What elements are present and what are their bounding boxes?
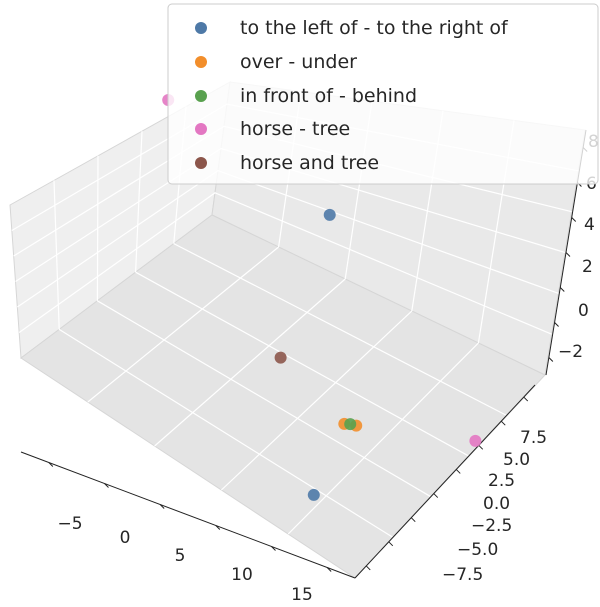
x-tick-label: 10 [231,565,253,585]
tick-mark [326,567,332,572]
tick-mark [478,444,484,450]
grid-line [135,271,470,457]
tick-mark [500,420,506,426]
x-tick-label: 5 [175,546,186,566]
grid-line [287,342,479,535]
grid-line [87,246,279,403]
tick-mark [433,493,439,498]
grid-line [173,243,508,417]
tick-mark [523,396,529,402]
legend-label: horse and tree [240,152,379,174]
tick-mark [554,322,559,327]
x-tick-label: −5 [57,514,82,534]
legend-marker [195,22,207,34]
z-tick-label: 4 [584,215,595,235]
grid-lines [11,91,579,538]
y-tick-label: −2.5 [471,516,512,536]
z-tick-label: 0 [578,301,589,321]
grid-line [154,278,346,447]
y-tick-label: 0.0 [483,494,510,514]
scatter-point [307,488,320,501]
y-tick-label: −7.5 [442,565,483,585]
tick-mark [104,483,109,488]
tick-mark [159,504,165,509]
legend: to the left of - to the right of over - … [167,3,599,185]
legend-marker [195,56,207,68]
legend-label: over - under [240,51,357,73]
legend-entry: over - under [195,51,357,73]
tick-mark [565,252,571,257]
grid-line [18,192,552,335]
tick-mark [571,217,577,222]
z-tick-label: 2 [582,257,593,277]
legend-label: horse - tree [240,118,350,140]
legend-entry: to the left of - to the right of [195,17,509,39]
y-tick-label: 7.5 [520,428,547,448]
legend-entry: horse - tree [195,118,350,140]
scatter-point [344,418,357,431]
y-tick-label: 2.5 [488,471,515,491]
legend-box [167,3,599,185]
legend-entry: horse and tree [195,152,379,174]
tick-mark [548,357,554,362]
tick-mark [388,541,394,547]
y-axis-line [354,384,536,579]
tick-mark [48,462,54,467]
x-axis-line [20,451,356,579]
x-tick-label: 15 [291,585,313,605]
tick-mark [455,469,461,474]
scatter-point [274,351,287,364]
x-tick-label: 0 [120,528,131,548]
legend-label: to the left of - to the right of [240,17,509,39]
grid-line [58,328,394,538]
grid-line [97,300,432,498]
tick-mark [215,525,221,530]
y-tick-label: 5.0 [503,450,530,470]
z-tick-label: −2 [558,342,583,362]
y-tick-label: −5.0 [457,540,498,560]
tick-mark [559,287,565,292]
scatter-point [323,208,336,221]
legend-marker [195,157,207,169]
y-tick-labels: −7.5 −5.0 −2.5 0.0 2.5 5.0 7.5 [442,428,547,585]
data-points [162,93,482,501]
tick-mark [271,546,276,551]
legend-marker [195,90,207,102]
scatter-point [469,434,482,447]
x-tick-labels: −5 0 5 10 15 [57,514,312,605]
legend-marker [195,123,207,135]
grid-line [220,310,413,491]
tick-mark [410,517,416,523]
legend-label: in front of - behind [240,85,417,107]
tick-mark [365,565,371,571]
legend-entry: in front of - behind [195,85,417,107]
